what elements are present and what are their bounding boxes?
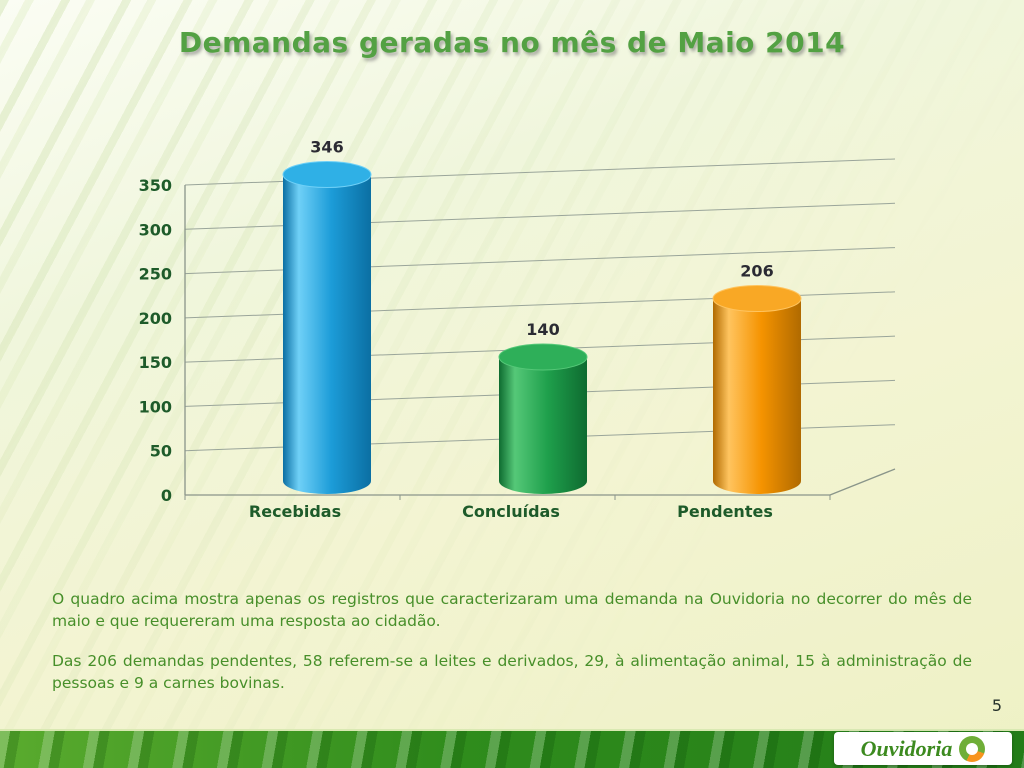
page-number: 5 — [991, 696, 1002, 715]
y-tick-label: 0 — [161, 486, 172, 505]
y-tick-label: 100 — [139, 397, 172, 416]
logo-text: Ouvidoria — [860, 735, 953, 761]
y-tick-label: 50 — [150, 442, 172, 461]
cylinder-top — [282, 161, 372, 189]
body-paragraph-2: Das 206 demandas pendentes, 58 referem-s… — [52, 651, 972, 692]
y-axis-tick-labels: 0 50 100 150 200 250 300 350 — [139, 176, 172, 505]
demands-bar-chart: 0 50 100 150 200 250 300 350 346 Recebidas 140 Conc… — [139, 138, 896, 521]
cylinder-pendentes: 206 Pendentes — [677, 262, 802, 521]
cylinder-top — [712, 285, 802, 313]
cylinder-top — [498, 343, 588, 371]
category-label: Pendentes — [677, 502, 773, 521]
category-label: Recebidas — [249, 502, 341, 521]
category-label: Concluídas — [462, 502, 560, 521]
cylinder-body — [713, 298, 801, 494]
y-tick-label: 300 — [139, 220, 172, 239]
value-label: 346 — [310, 138, 343, 157]
ouvidoria-logo-icon — [959, 735, 986, 762]
slide-title: Demandas geradas no mês de Maio 2014 — [178, 26, 846, 59]
logo-box: Ouvidoria — [834, 732, 1012, 765]
body-paragraph-1: O quadro acima mostra apenas os registro… — [52, 589, 972, 630]
cylinder-concluídas: 140 Concluídas — [462, 320, 588, 521]
y-tick-label: 150 — [139, 353, 172, 372]
value-label: 206 — [740, 262, 773, 281]
y-tick-label: 350 — [139, 176, 172, 195]
cylinder-recebidas: 346 Recebidas — [249, 138, 372, 521]
cylinder-body — [283, 174, 371, 495]
y-tick-label: 200 — [139, 309, 172, 328]
value-label: 140 — [526, 320, 559, 339]
y-tick-label: 250 — [139, 265, 172, 284]
cylinder-body — [499, 357, 587, 494]
